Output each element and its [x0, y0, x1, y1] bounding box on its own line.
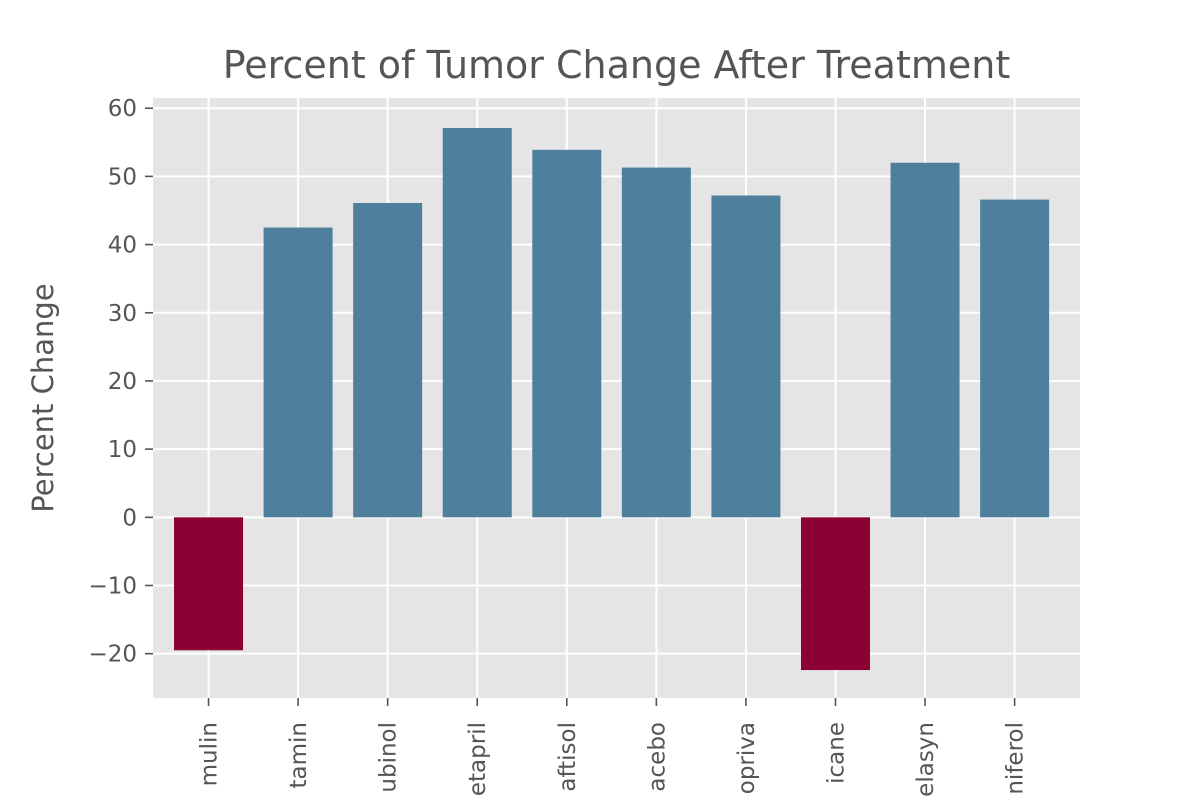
- x-tick-label: elasyn: [913, 722, 939, 797]
- bar-niferol: [980, 199, 1050, 518]
- y-tick-label: 50: [108, 164, 137, 190]
- y-tick-label: −10: [88, 574, 137, 600]
- x-tick-label: acebo: [644, 722, 670, 792]
- y-tick-label: 10: [108, 437, 137, 463]
- bar-tamin: [263, 227, 333, 518]
- bar-aftisol: [532, 149, 602, 518]
- chart-title: Percent of Tumor Change After Treatment: [223, 43, 1011, 87]
- bar-icane: [800, 517, 870, 671]
- y-tick-label: 30: [108, 301, 137, 327]
- bar-mulin: [174, 517, 244, 651]
- x-axis: mulin tamin ubinol etapril aftisol acebo opriv…: [197, 698, 1029, 797]
- x-tick-label: etapril: [465, 722, 491, 796]
- bar-etapril: [442, 128, 512, 518]
- x-tick-label: aftisol: [555, 722, 581, 792]
- y-tick-label: 40: [108, 233, 137, 259]
- y-tick-label: 20: [108, 369, 137, 395]
- bar-opriva: [711, 195, 781, 518]
- y-tick-label: −20: [88, 642, 137, 668]
- y-tick-label: 60: [108, 96, 137, 122]
- x-tick-label: tamin: [286, 722, 312, 788]
- y-axis-label: Percent Change: [26, 283, 60, 512]
- x-tick-label: mulin: [197, 722, 223, 786]
- x-tick-label: niferol: [1003, 722, 1029, 795]
- y-tick-label: 0: [122, 505, 137, 531]
- bar-acebo: [621, 167, 691, 518]
- x-tick-label: opriva: [734, 722, 760, 794]
- bars: [174, 128, 1050, 671]
- bar-elasyn: [890, 162, 960, 518]
- bar-ubinol: [353, 203, 423, 518]
- y-axis: −20 −10 0 10 20 30 40 50 60: [88, 96, 153, 668]
- x-tick-label: icane: [823, 722, 849, 784]
- x-tick-label: ubinol: [376, 722, 402, 793]
